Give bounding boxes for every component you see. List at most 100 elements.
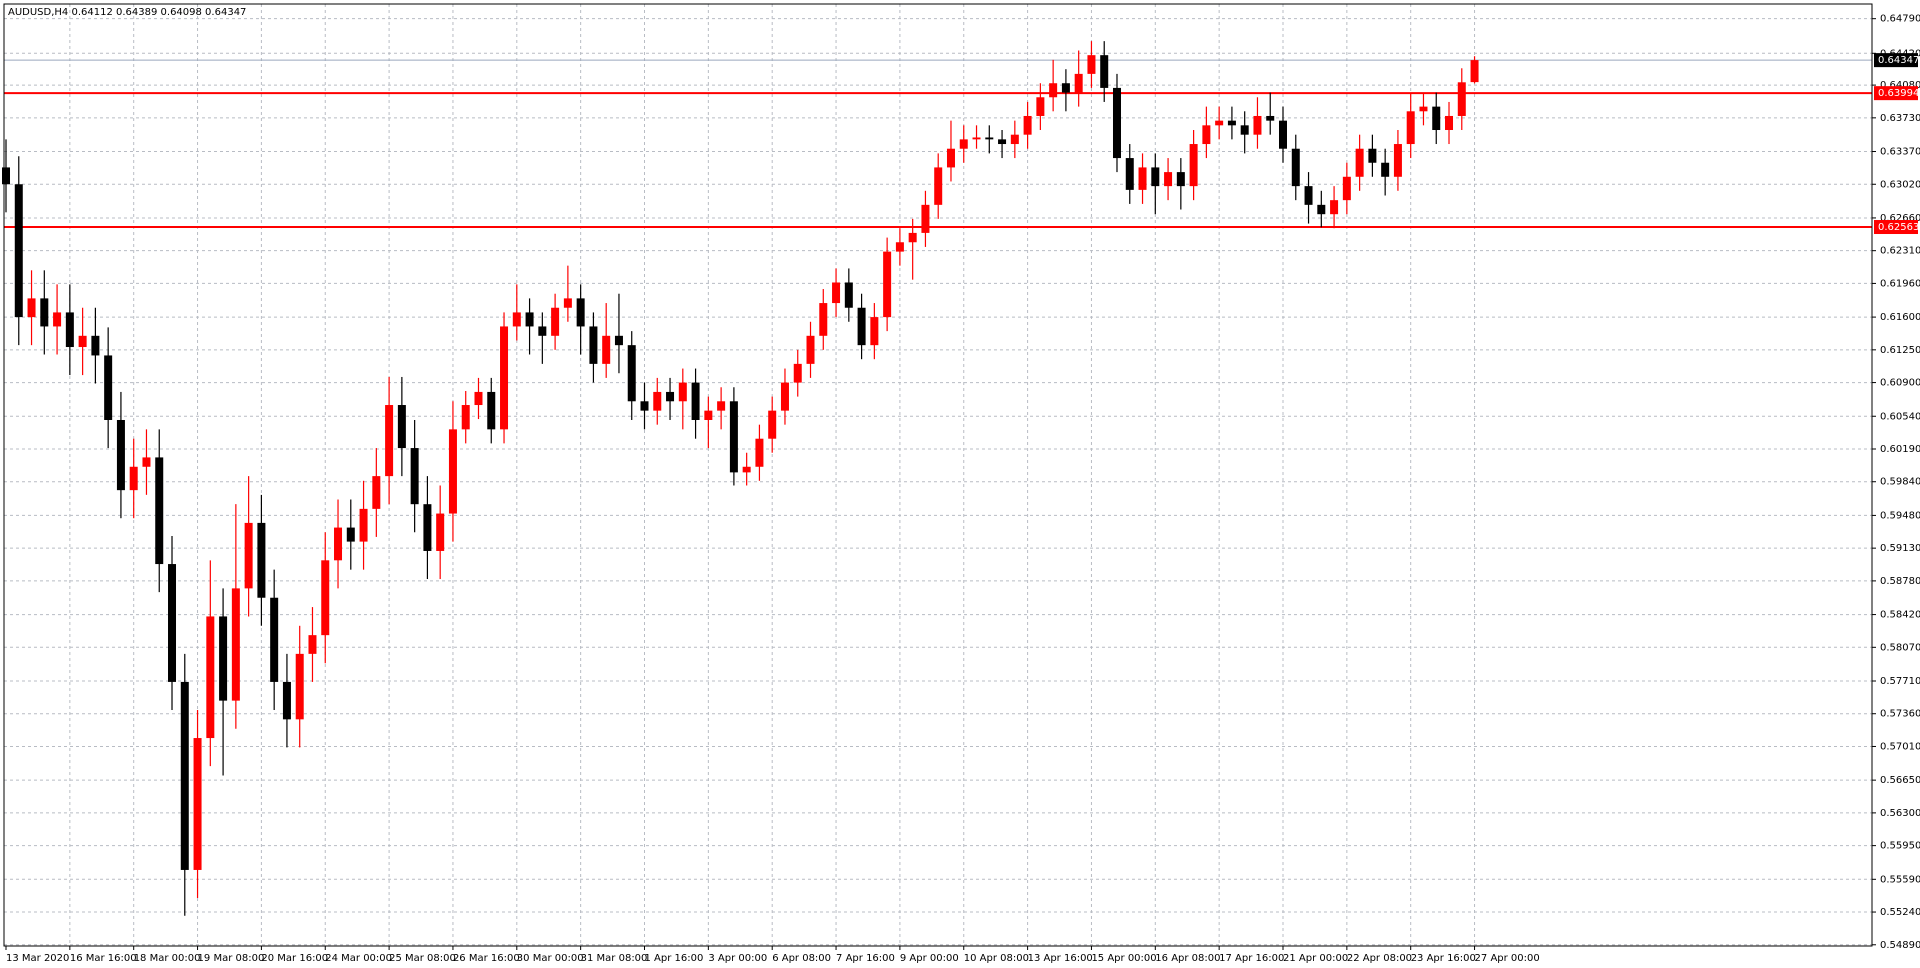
candle-body	[168, 564, 177, 682]
x-tick-label: 27 Apr 00:00	[1475, 953, 1540, 964]
axes: 0.647900.644200.640800.637300.633700.630…	[5, 14, 1920, 964]
y-tick-label: 0.62310	[1880, 246, 1920, 257]
candle-body	[487, 391, 496, 430]
candle-body	[116, 419, 125, 491]
candle-body	[1393, 144, 1402, 177]
y-tick-label: 0.59130	[1880, 543, 1920, 554]
candle-body	[321, 560, 330, 636]
candle-body	[27, 298, 36, 318]
candle-body	[1253, 115, 1262, 135]
candle-body	[1406, 111, 1415, 145]
y-tick-label: 0.63020	[1880, 179, 1920, 190]
candle-body	[870, 317, 879, 346]
candle-body	[372, 476, 381, 509]
candle-body	[308, 635, 317, 654]
x-tick-label: 30 Mar 00:00	[517, 953, 584, 964]
candle-body	[589, 326, 598, 364]
candle-body	[602, 335, 611, 364]
candle-body	[793, 363, 802, 383]
y-tick-label: 0.57360	[1880, 709, 1920, 720]
candle-body	[180, 681, 189, 870]
candle-body	[1189, 144, 1198, 187]
y-tick-label: 0.58420	[1880, 610, 1920, 621]
candle-body	[1151, 167, 1160, 187]
candle-body	[2, 167, 10, 185]
y-tick-label: 0.58070	[1880, 642, 1920, 653]
chart-title: AUDUSD,H4 0.64112 0.64389 0.64098 0.6434…	[8, 7, 246, 18]
x-tick-label: 15 Apr 00:00	[1091, 953, 1156, 964]
candle-body	[908, 232, 917, 243]
candle-body	[1432, 106, 1441, 131]
candle-body	[410, 448, 419, 505]
candle-body	[257, 522, 266, 598]
candle-body	[1330, 200, 1339, 215]
candle-body	[1419, 106, 1428, 112]
x-tick-label: 9 Apr 00:00	[900, 953, 959, 964]
price-label-box	[1874, 220, 1918, 235]
y-tick-label: 0.55950	[1880, 841, 1920, 852]
candle-body	[768, 410, 777, 439]
y-tick-label: 0.58780	[1880, 576, 1920, 587]
x-tick-label: 19 Mar 08:00	[198, 953, 265, 964]
candle-body	[1202, 125, 1211, 145]
x-tick-label: 16 Apr 08:00	[1155, 953, 1220, 964]
candle-body	[1355, 148, 1364, 177]
candle-body	[844, 282, 853, 308]
x-tick-label: 26 Mar 16:00	[453, 953, 520, 964]
price-label: 0.64347	[1878, 55, 1919, 66]
candle-body	[1291, 148, 1300, 187]
candle-body	[704, 410, 713, 420]
y-tick-label: 0.64790	[1880, 14, 1920, 25]
candle-body	[1266, 115, 1275, 121]
candle-body	[666, 391, 675, 402]
candle-body	[206, 616, 215, 739]
y-tick-label: 0.59840	[1880, 477, 1920, 488]
candle-body	[1381, 162, 1390, 177]
x-tick-label: 20 Mar 16:00	[261, 953, 328, 964]
candle-body	[1125, 158, 1134, 190]
candle-body	[78, 335, 87, 348]
x-tick-label: 3 Apr 00:00	[708, 953, 767, 964]
x-tick-label: 21 Apr 00:00	[1283, 953, 1348, 964]
y-tick-label: 0.63730	[1880, 113, 1920, 124]
candle-body	[1176, 172, 1185, 187]
y-tick-label: 0.60900	[1880, 378, 1920, 389]
candle-body	[551, 307, 560, 336]
candle-body	[1317, 204, 1326, 215]
candle-body	[819, 303, 828, 336]
candle-body	[678, 382, 687, 402]
plot-frame	[3, 3, 1873, 947]
candle-body	[474, 391, 483, 406]
candle-body	[512, 312, 521, 327]
candle-body	[1087, 55, 1096, 74]
candle-body	[129, 466, 138, 491]
candle-body	[14, 184, 23, 318]
price-label: 0.62563	[1878, 222, 1919, 233]
candle-body	[1215, 120, 1224, 126]
candle-body	[998, 139, 1007, 145]
candle-body	[691, 382, 700, 420]
candle-body	[53, 312, 62, 327]
candle-body	[883, 251, 892, 318]
candle-body	[1279, 120, 1287, 149]
candle-body	[780, 382, 789, 411]
candle-body	[1138, 167, 1147, 190]
candle-body	[742, 466, 751, 473]
candle-body	[576, 298, 585, 327]
candle-body	[921, 204, 930, 233]
x-tick-label: 10 Apr 08:00	[964, 953, 1029, 964]
candle-body	[832, 282, 841, 304]
candle-body	[614, 335, 623, 346]
candle-body	[436, 513, 445, 551]
y-tick-label: 0.55590	[1880, 874, 1920, 885]
candle-body	[346, 527, 355, 542]
y-tick-label: 0.61960	[1880, 278, 1920, 289]
candle-body	[1457, 82, 1466, 116]
candle-body	[640, 401, 649, 411]
candle-body	[461, 405, 470, 430]
candle-body	[1470, 60, 1479, 83]
candle-body	[334, 527, 343, 561]
y-tick-label: 0.56300	[1880, 808, 1920, 819]
candle-body	[563, 298, 572, 308]
